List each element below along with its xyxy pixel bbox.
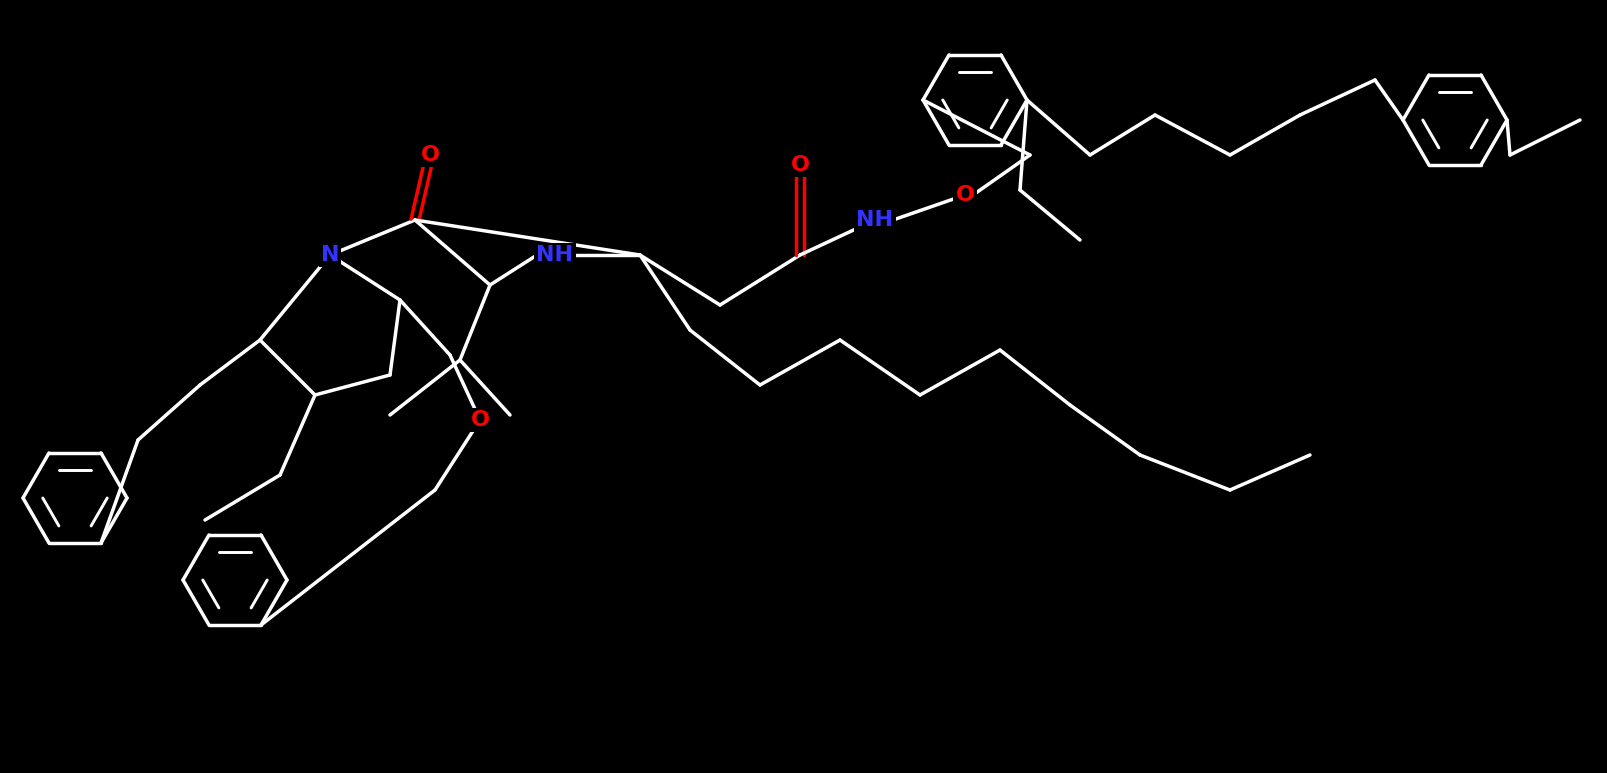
Text: O: O <box>955 185 974 205</box>
Text: O: O <box>421 145 439 165</box>
Text: O: O <box>471 410 489 430</box>
Text: NH: NH <box>857 210 893 230</box>
Text: O: O <box>791 155 808 175</box>
Text: N: N <box>320 245 339 265</box>
Text: NH: NH <box>537 245 574 265</box>
